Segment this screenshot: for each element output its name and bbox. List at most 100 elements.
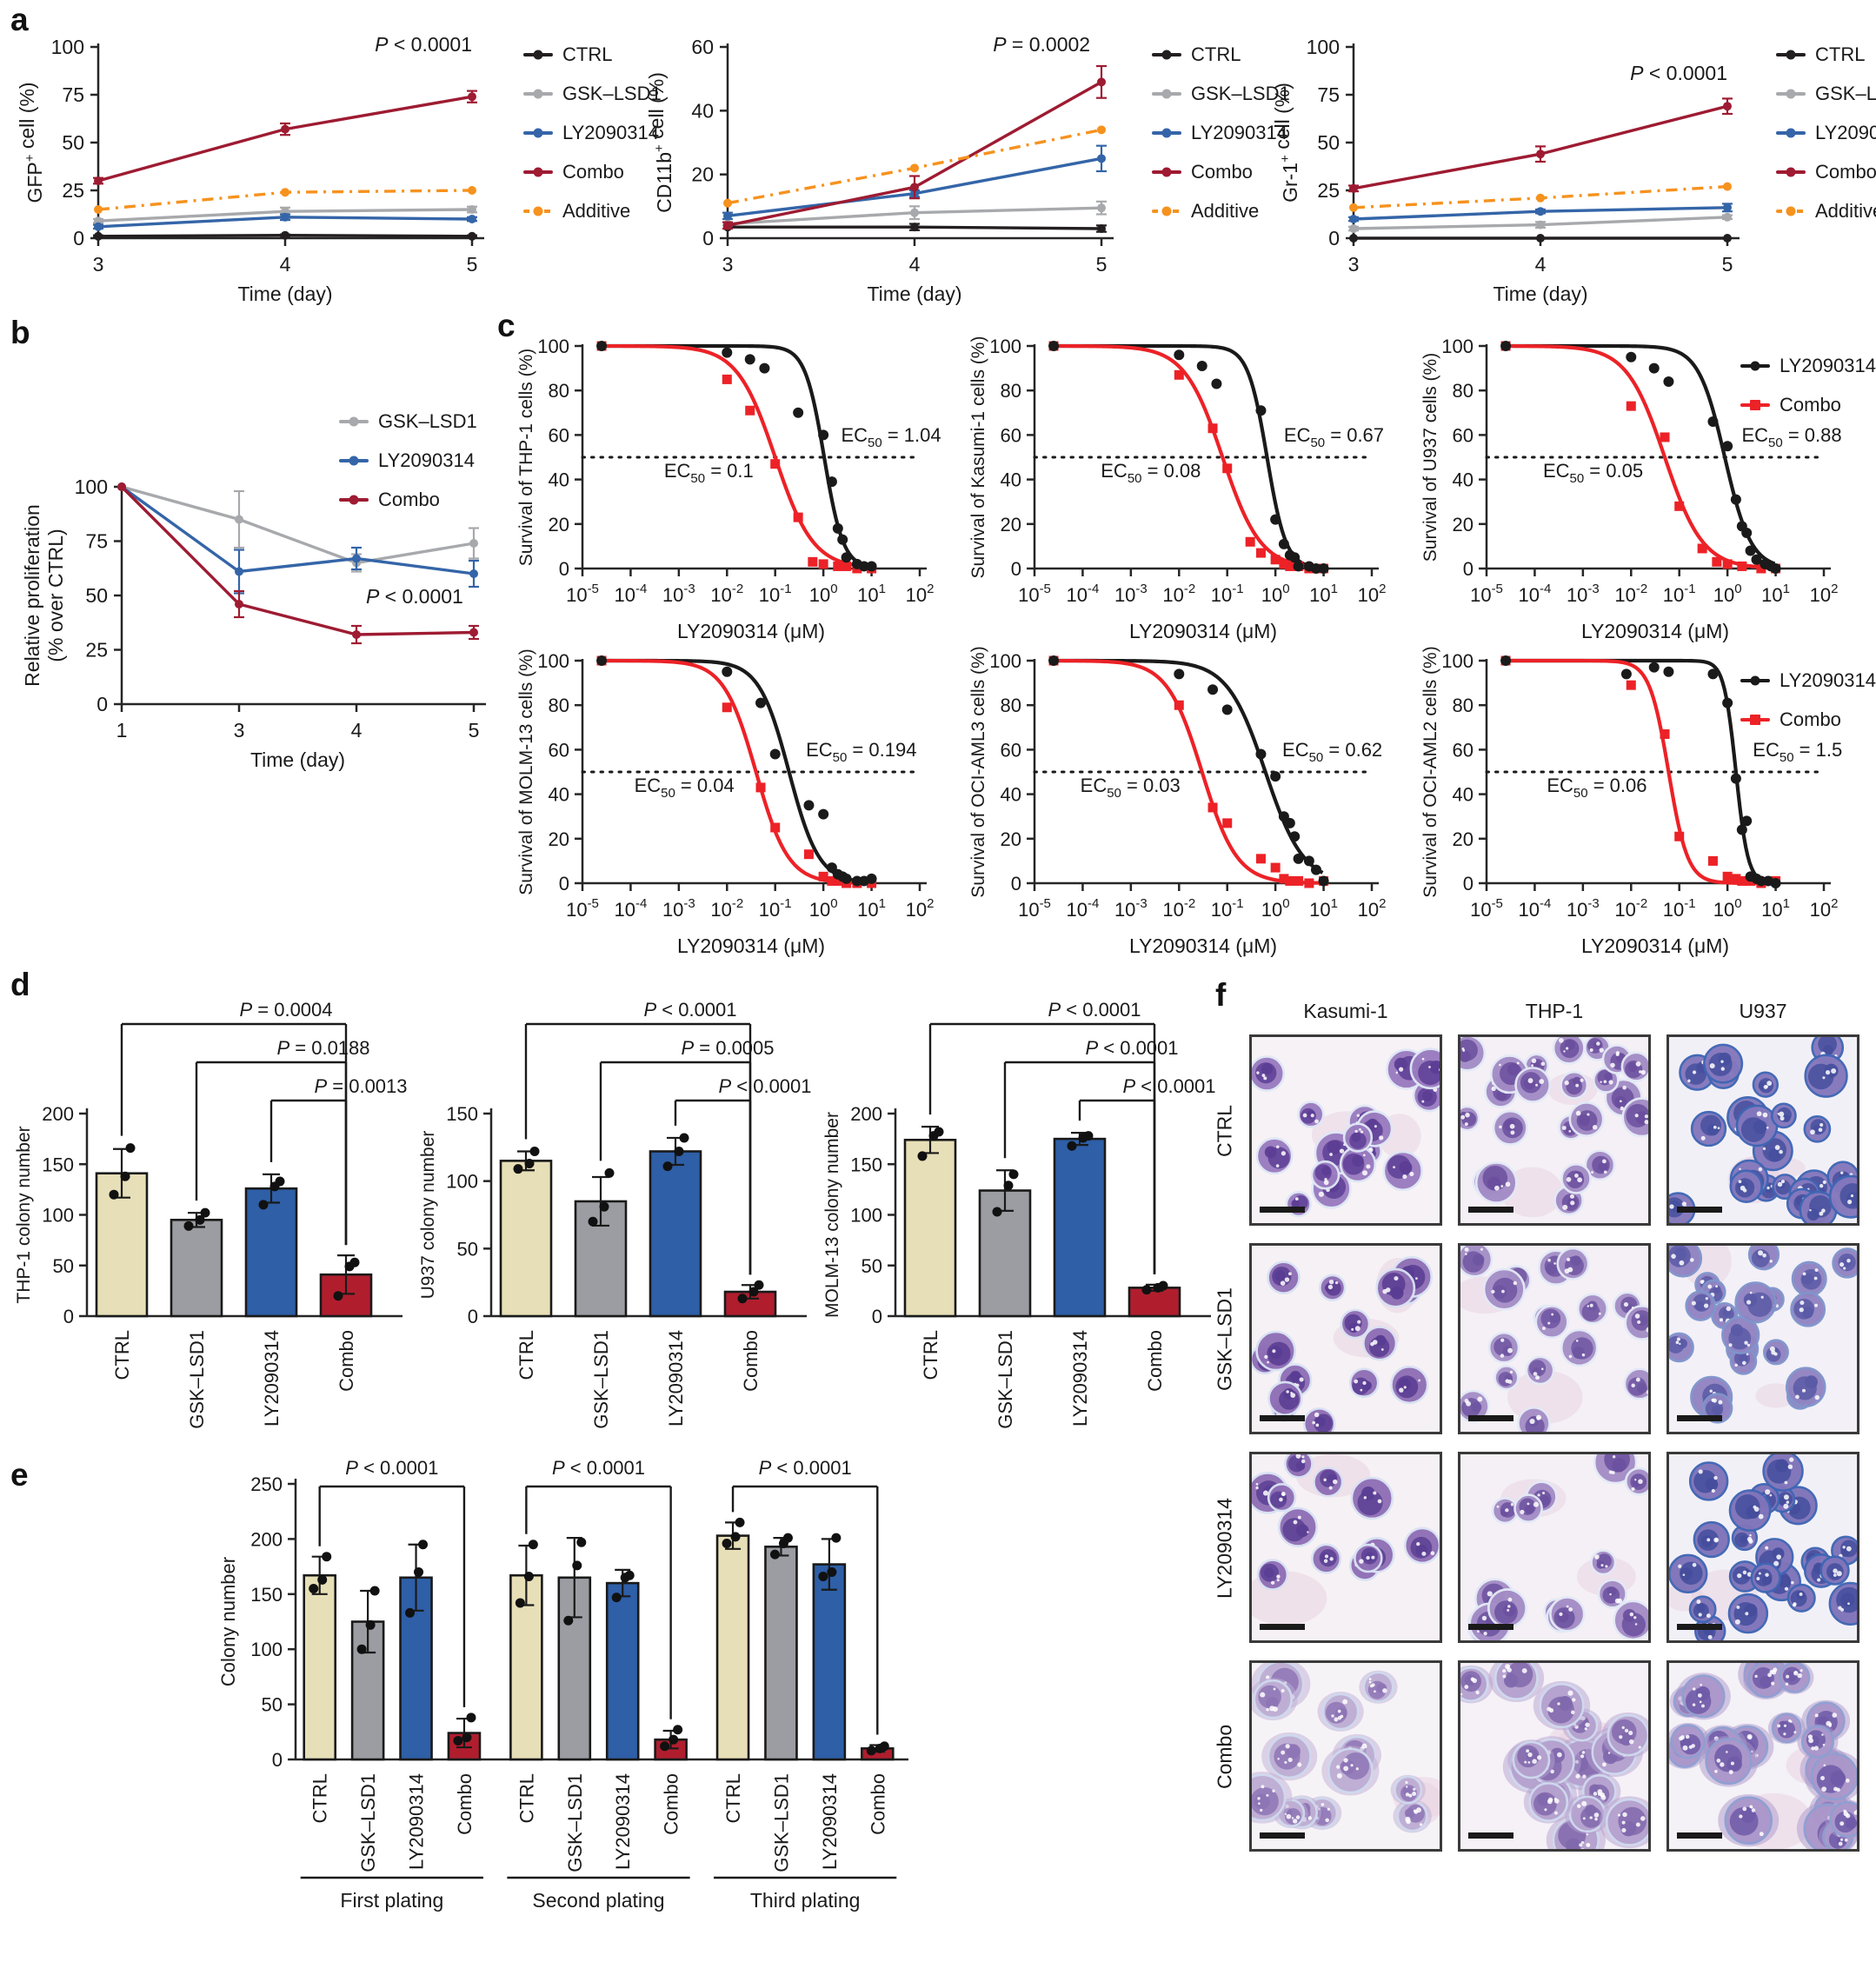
svg-text:100: 100: [1307, 36, 1340, 58]
svg-text:80: 80: [1001, 380, 1021, 402]
legend-label: CTRL: [562, 43, 613, 65]
svg-text:150: 150: [250, 1584, 283, 1606]
svg-text:100: 100: [537, 336, 569, 357]
svg-text:10-2: 10-2: [1614, 896, 1647, 921]
legend-entry-Combo: Combo: [523, 152, 662, 191]
svg-text:GSK–LSD1: GSK–LSD1: [995, 1330, 1016, 1429]
chart-relative-proliferation: 0 25 50 75 100 1 3 4 5 Time (day) Relative prolife…: [21, 476, 486, 771]
legend-entry-LY2090314: LY2090314: [1740, 346, 1876, 385]
svg-text:Combo: Combo: [454, 1773, 476, 1835]
svg-text:150: 150: [42, 1154, 74, 1175]
svg-text:10-5: 10-5: [1470, 896, 1503, 921]
legend-label: Combo: [1780, 393, 1841, 416]
svg-text:EC50 = 1.5: EC50 = 1.5: [1753, 739, 1842, 765]
svg-text:40: 40: [691, 99, 714, 122]
svg-text:P = 0.0004: P = 0.0004: [239, 999, 332, 1021]
legend-entry-Additive: Additive: [1152, 191, 1290, 230]
svg-text:10-4: 10-4: [1519, 582, 1552, 606]
svg-text:101: 101: [1309, 896, 1338, 921]
chart-cd11b-cell-pct: 0 20 40 60 3 4 5 Time (day) CD11b+ cell (%) P = 0…: [645, 33, 1114, 305]
f-col-kasumi1: Kasumi-1: [1303, 1000, 1388, 1022]
svg-text:40: 40: [549, 469, 569, 491]
svg-text:250: 250: [250, 1473, 283, 1495]
line-marker-icon: [1776, 89, 1806, 98]
svg-text:50: 50: [62, 131, 84, 154]
legend-label: GSK–LSD1: [562, 82, 662, 104]
micrograph-combo-kasumi1: [1249, 1660, 1442, 1852]
line-marker-icon: [339, 495, 369, 504]
line-marker-icon: [523, 128, 553, 137]
svg-text:P < 0.0001: P < 0.0001: [759, 1457, 852, 1479]
legend-a1: CTRL GSK–LSD1 LY2090314 Combo Additive: [523, 35, 662, 230]
svg-text:20: 20: [1453, 514, 1474, 535]
svg-text:102: 102: [1810, 582, 1839, 606]
line-marker-icon: [339, 456, 369, 465]
svg-text:LY2090314: LY2090314: [406, 1773, 428, 1870]
svg-text:100: 100: [250, 1639, 283, 1660]
svg-text:60: 60: [1453, 424, 1474, 446]
svg-text:10-3: 10-3: [662, 582, 695, 606]
svg-text:MOLM-13 colony number: MOLM-13 colony number: [822, 1112, 842, 1318]
micrograph-ctrl-thp1: [1458, 1034, 1651, 1226]
svg-text:GSK–LSD1: GSK–LSD1: [590, 1330, 612, 1429]
legend-entry-Additive: Additive: [1776, 191, 1876, 230]
svg-text:80: 80: [549, 380, 569, 402]
legend-label: LY2090314: [1815, 121, 1876, 143]
svg-text:LY2090314: LY2090314: [612, 1773, 634, 1870]
svg-text:GSK–LSD1: GSK–LSD1: [186, 1330, 208, 1429]
svg-text:EC50 = 0.05: EC50 = 0.05: [1543, 460, 1643, 486]
svg-text:LY2090314: LY2090314: [261, 1330, 283, 1427]
legend-label: CTRL: [1815, 43, 1866, 65]
svg-text:20: 20: [1001, 514, 1021, 535]
legend-label: LY2090314: [1191, 121, 1287, 143]
svg-text:10-1: 10-1: [1211, 896, 1244, 921]
legend-label: LY2090314: [378, 449, 475, 471]
legend-label: Combo: [1780, 708, 1841, 730]
svg-text:20: 20: [1453, 828, 1474, 850]
panel-c-label: c: [497, 308, 516, 343]
line-marker-icon: [1740, 361, 1770, 370]
legend-entry-LY2090314: LY2090314: [1740, 661, 1876, 700]
dashed-line-marker-icon: [1152, 206, 1181, 216]
panel-a-label: a: [10, 2, 29, 37]
svg-text:GSK–LSD1: GSK–LSD1: [564, 1773, 586, 1872]
svg-text:3: 3: [1348, 253, 1360, 276]
panel-f-label: f: [1215, 977, 1227, 1013]
svg-text:100: 100: [1261, 896, 1290, 921]
legend-label: LY2090314: [1780, 668, 1876, 691]
micrograph-ly-u937: [1666, 1452, 1859, 1643]
legend-entry-LY2090314: LY2090314: [1776, 113, 1876, 152]
svg-text:CTRL: CTRL: [516, 1330, 537, 1380]
micrograph-gsk-u937: [1666, 1243, 1859, 1434]
svg-text:0: 0: [468, 1306, 478, 1327]
chart-survival-kasumi1: 0 20 40 60 80 100 10-5 10-4 10-3 10-2 10-1 100 101 10…: [968, 336, 1386, 642]
legend-entry-LY2090314: LY2090314: [523, 113, 662, 152]
micrograph-ly-kasumi1: [1249, 1452, 1442, 1643]
svg-text:80: 80: [1453, 380, 1474, 402]
legend-label: Combo: [1815, 160, 1876, 183]
svg-text:50: 50: [457, 1238, 478, 1260]
f-row-ly: LY2090314: [1213, 1498, 1236, 1599]
legend-b: GSK–LSD1 LY2090314 Combo: [339, 402, 477, 519]
micrograph-gsk-thp1: [1458, 1243, 1651, 1434]
legend-entry-CTRL: CTRL: [1776, 35, 1876, 74]
svg-text:10-4: 10-4: [615, 582, 648, 606]
svg-text:100: 100: [989, 336, 1021, 357]
svg-text:75: 75: [85, 530, 108, 553]
svg-text:101: 101: [857, 896, 886, 921]
dashed-line-marker-icon: [523, 206, 553, 216]
svg-text:EC50 = 0.06: EC50 = 0.06: [1547, 775, 1646, 801]
svg-text:10-3: 10-3: [1114, 582, 1148, 606]
svg-text:150: 150: [446, 1103, 478, 1125]
legend-c-bottom: LY2090314 Combo: [1740, 661, 1876, 739]
svg-text:P = 0.0002: P = 0.0002: [993, 33, 1090, 56]
svg-text:0: 0: [272, 1749, 283, 1771]
svg-text:0: 0: [63, 1306, 74, 1327]
svg-text:10-5: 10-5: [566, 896, 599, 921]
svg-text:EC50 = 0.62: EC50 = 0.62: [1282, 739, 1382, 765]
svg-text:Gr-1+ cell (%): Gr-1+ cell (%): [1271, 83, 1301, 203]
svg-text:10-1: 10-1: [1663, 896, 1696, 921]
svg-text:P < 0.0001: P < 0.0001: [1122, 1075, 1215, 1097]
panel-e-label: e: [10, 1457, 29, 1493]
svg-text:60: 60: [1453, 739, 1474, 761]
